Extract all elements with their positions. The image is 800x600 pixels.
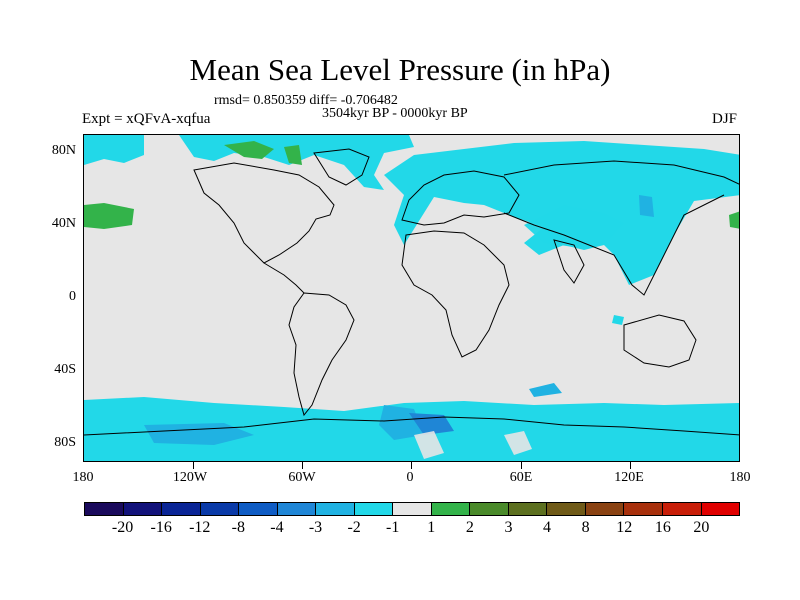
colorbar-swatch [316, 503, 355, 515]
lon-tick [521, 462, 522, 469]
lon-label-0: 0 [406, 470, 414, 485]
lat-label-40s: 40S [54, 362, 76, 377]
colorbar-label: -8 [231, 519, 245, 536]
colorbar-label: 1 [427, 519, 436, 536]
anomaly-green-region [284, 145, 302, 165]
neutral-region [504, 431, 532, 455]
coastline-north-america [193, 162, 335, 264]
colorbar-swatch [624, 503, 663, 515]
colorbar-label: -4 [270, 519, 284, 536]
lon-label-180-east: 180 [729, 470, 751, 485]
lat-label-0: 0 [69, 289, 76, 304]
anomaly-cyan-region [84, 135, 144, 165]
anomaly-cyan-region [524, 205, 624, 247]
colorbar-swatch [547, 503, 586, 515]
colorbar-swatch [431, 503, 471, 515]
colorbar-swatch [393, 503, 432, 515]
map-title: Mean Sea Level Pressure (in hPa) [189, 52, 611, 87]
colorbar-label: -20 [111, 519, 134, 536]
lon-label-60w: 60W [288, 470, 316, 485]
colorbar-swatch [662, 503, 702, 515]
experiment-label: Expt = xQFvA-xqfua [82, 111, 211, 127]
coastline-central-america [263, 262, 305, 294]
lon-tick [302, 462, 303, 469]
colorbar-swatch [470, 503, 509, 515]
lon-tick [411, 462, 412, 469]
anomaly-green-region [729, 211, 739, 229]
lon-tick [193, 462, 194, 469]
period-line: 3504kyr BP - 0000kyr BP [322, 106, 468, 121]
colorbar-label: 2 [465, 519, 474, 536]
colorbar-label: 3 [504, 519, 513, 536]
colorbar-swatch [585, 503, 625, 515]
coastline-africa [401, 230, 510, 358]
colorbar-swatch [162, 503, 201, 515]
colorbar-label: 4 [543, 519, 552, 536]
colorbar-swatch [239, 503, 278, 515]
colorbar-label: 8 [581, 519, 590, 536]
lon-label-180: 180 [72, 470, 94, 485]
coastline-europe [401, 170, 520, 226]
lat-label-40n: 40N [51, 216, 76, 231]
colorbar-label: -3 [308, 519, 323, 536]
season-label: DJF [712, 111, 738, 127]
colorbar-swatch [701, 503, 740, 515]
colorbar-swatch [508, 503, 548, 515]
colorbar [84, 502, 740, 516]
anomaly-cyan-region [612, 315, 624, 325]
colorbar-label: -1 [386, 519, 400, 536]
anomaly-blue-region [144, 423, 254, 445]
lon-label-120e: 120E [614, 470, 644, 485]
lat-label-80n: 80N [51, 143, 76, 158]
lat-label-80s: 80S [54, 435, 76, 450]
map-canvas [84, 135, 739, 461]
coastline-australia [623, 314, 697, 368]
coastline-antarctica [84, 416, 739, 436]
colorbar-swatch [85, 503, 124, 515]
colorbar-swatch [354, 503, 394, 515]
colorbar-label: 20 [693, 519, 710, 536]
coastline-india [553, 239, 585, 284]
lon-label-120w: 120W [172, 470, 208, 485]
anomaly-green-region [224, 141, 274, 159]
lon-tick [630, 462, 631, 469]
anomaly-blue-region [529, 383, 562, 397]
colorbar-label: -16 [150, 519, 172, 536]
anomaly-blue-region [639, 195, 654, 217]
colorbar-label: -2 [347, 519, 361, 536]
coastline-greenland [313, 148, 370, 186]
pressure-map [83, 134, 740, 462]
colorbar-swatch [277, 503, 317, 515]
colorbar-swatch [123, 503, 163, 515]
colorbar-label: 12 [616, 519, 633, 536]
colorbar-swatch [200, 503, 240, 515]
stats-line: rmsd= 0.850359 diff= -0.706482 [214, 93, 398, 108]
colorbar-label: 16 [654, 519, 671, 536]
coastline-asia [503, 160, 739, 296]
anomaly-green-region [84, 203, 134, 229]
neutral-region [414, 431, 444, 459]
lon-label-60e: 60E [509, 470, 533, 485]
coastline-south-america [288, 292, 355, 417]
colorbar-label: -12 [189, 519, 211, 536]
